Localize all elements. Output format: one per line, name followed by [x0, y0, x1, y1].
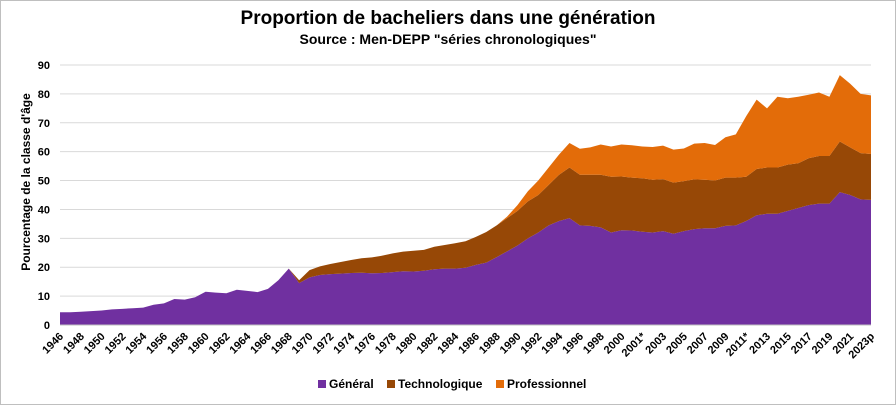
y-axis-label: Pourcentage de la classe d'âge: [19, 93, 33, 271]
x-tick-label: 1980: [394, 331, 420, 357]
legend-label-technologique: Technologique: [398, 377, 483, 391]
x-tick-label: 1988: [477, 331, 503, 357]
x-tick-label: 1970: [290, 331, 316, 357]
y-tick-label: 90: [38, 60, 50, 72]
x-tick-label: 2007: [685, 331, 711, 357]
x-tick-label: 2001*: [620, 330, 649, 359]
legend-label-general: Général: [329, 377, 374, 391]
y-tick-label: 80: [38, 89, 50, 101]
x-tick-label: 1950: [82, 331, 108, 357]
y-tick-label: 40: [38, 204, 50, 216]
x-axis: 1946194819501952195419561958196019621964…: [40, 324, 877, 361]
legend-label-professionnel: Professionnel: [507, 377, 586, 391]
y-tick-label: 50: [38, 176, 50, 188]
x-tick-label: 2015: [768, 331, 794, 357]
x-tick-label: 1968: [269, 331, 295, 357]
x-tick-label: 1998: [581, 331, 607, 357]
x-tick-label: 1974: [331, 330, 357, 356]
x-tick-label: 1962: [207, 331, 233, 357]
x-tick-label: 1952: [103, 331, 129, 357]
legend: Général Technologique Professionnel: [318, 377, 586, 391]
x-tick-label: 1966: [248, 331, 274, 357]
x-tick-label: 1954: [124, 330, 150, 356]
x-tick-label: 1946: [40, 331, 66, 357]
x-tick-label: 1996: [560, 331, 586, 357]
x-tick-label: 1978: [373, 331, 399, 357]
y-tick-label: 60: [38, 147, 50, 159]
x-tick-label: 1976: [352, 331, 378, 357]
chart-subtitle: Source : Men-DEPP "séries chronologiques…: [299, 31, 597, 47]
x-tick-label: 1982: [415, 331, 441, 357]
x-tick-label: 2005: [664, 331, 690, 357]
x-tick-label: 2013: [747, 331, 773, 357]
x-tick-label: 1986: [456, 331, 482, 357]
x-tick-label: 1984: [435, 330, 461, 356]
area-general: [60, 192, 871, 325]
x-tick-label: 1958: [165, 331, 191, 357]
chart-title: Proportion de bacheliers dans une généra…: [240, 8, 656, 29]
y-tick-label: 30: [38, 233, 50, 245]
x-tick-label: 2003: [643, 331, 669, 357]
y-tick-label: 0: [44, 320, 50, 332]
y-tick-label: 70: [38, 118, 50, 130]
x-tick-label: 1972: [311, 331, 337, 357]
area-series: [60, 75, 871, 325]
x-tick-label: 1948: [61, 331, 87, 357]
legend-swatch-general: [318, 380, 326, 388]
x-tick-label: 2011*: [724, 330, 753, 359]
legend-swatch-professionnel: [496, 380, 504, 388]
y-tick-label: 10: [38, 291, 50, 303]
x-tick-label: 1992: [519, 331, 545, 357]
x-tick-label: 1960: [186, 331, 212, 357]
x-tick-label: 1994: [539, 330, 565, 356]
x-tick-label: 1956: [144, 331, 170, 357]
x-tick-label: 2019: [810, 331, 836, 357]
legend-swatch-technologique: [387, 380, 395, 388]
area-technologique: [60, 141, 871, 313]
x-tick-label: 1964: [228, 330, 254, 356]
y-axis: 0 10 20 30 40 50 60 70 80 90: [38, 60, 50, 332]
area-professionnel: [60, 75, 871, 313]
y-tick-label: 20: [38, 262, 50, 274]
x-tick-label: 1990: [498, 331, 524, 357]
x-tick-label: 2017: [789, 331, 815, 357]
